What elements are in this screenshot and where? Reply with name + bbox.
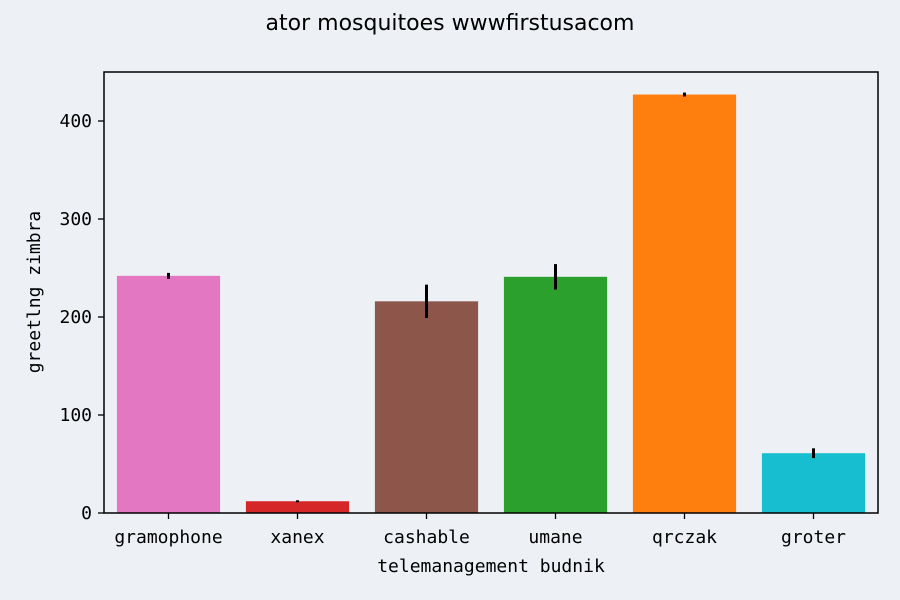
bar-cashable [374,301,479,513]
bar-gramophone [116,275,221,513]
x-tick-label: gramophone [114,527,222,548]
plot-area [103,71,879,514]
bar-qrczak [632,94,737,513]
y-axis: 0 100 200 300 400 [59,111,104,524]
bar-umane [503,276,608,513]
plot-frame [103,71,879,514]
y-tick-label: 100 [59,405,92,426]
y-tick-label: 200 [59,307,92,328]
y-tick-label: 300 [59,209,92,230]
chart-title: ator mosquitoes wwwfirstusacom [266,11,635,36]
x-tick-label: groter [781,527,846,548]
x-tick-label: cashable [383,527,470,548]
y-axis-label: greetlng zimbra [24,211,45,374]
y-tick-label: 400 [59,111,92,132]
y-tick-label: 0 [81,503,92,524]
x-tick-label: xanex [270,527,324,548]
x-axis: gramophone xanex cashable umane qrczak groter [114,513,846,548]
x-tick-label: umane [528,527,582,548]
x-tick-label: qrczak [652,527,717,548]
bar-groter [761,453,866,513]
x-axis-label: telemanagement budnik [377,556,605,577]
bar-xanex [245,501,350,513]
